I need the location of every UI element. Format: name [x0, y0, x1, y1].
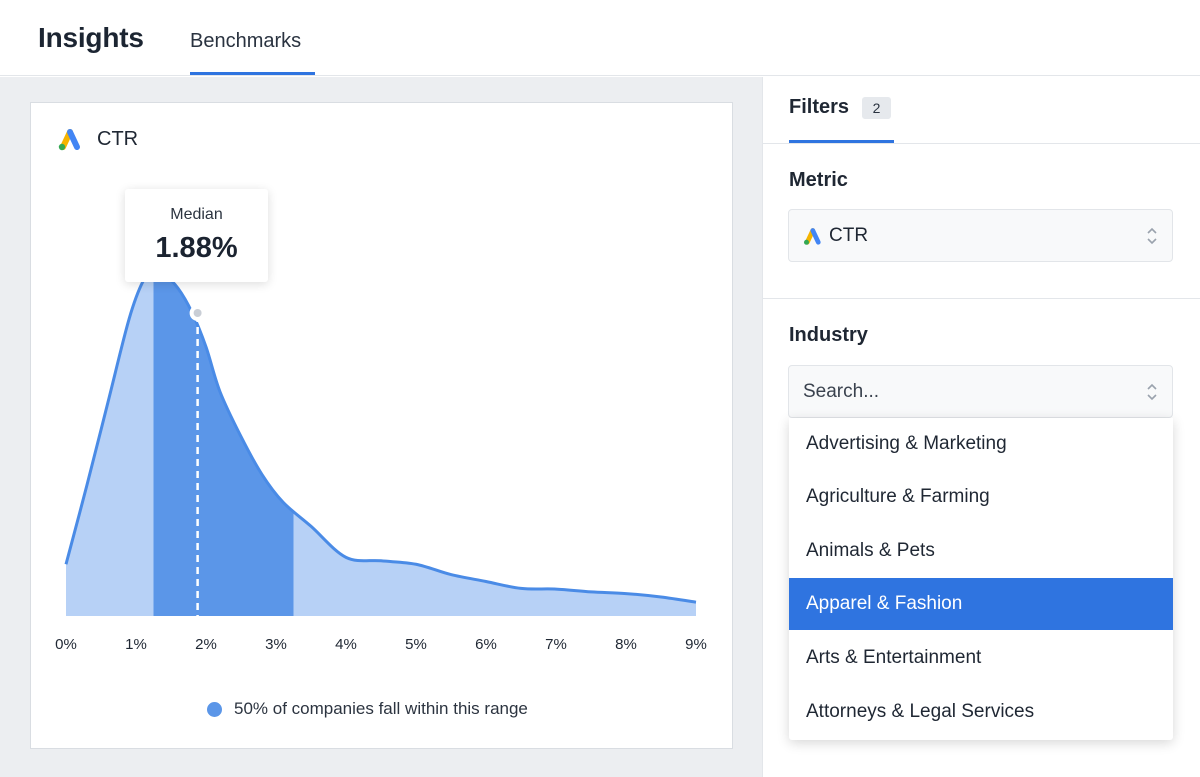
x-tick-label: 2% — [195, 636, 217, 653]
tab-benchmarks[interactable]: Benchmarks — [190, 30, 302, 52]
industry-dropdown: Advertising & Marketing Agriculture & Fa… — [789, 418, 1173, 740]
active-tab-indicator — [190, 72, 315, 75]
industry-search-input[interactable] — [803, 380, 1103, 403]
x-tick-label: 9% — [685, 636, 707, 653]
page-title: Insights — [38, 22, 144, 53]
median-value: 1.88% — [155, 232, 238, 264]
x-tick-label: 8% — [615, 636, 637, 653]
industry-select[interactable] — [788, 365, 1173, 418]
x-tick-label: 0% — [55, 636, 77, 653]
middle-50-percent-area — [153, 270, 294, 616]
filters-tab-indicator — [789, 140, 894, 143]
card-title: CTR — [97, 127, 139, 150]
industry-title: Industry — [789, 324, 868, 346]
filters-count-badge: 2 — [862, 96, 892, 119]
industry-option[interactable]: Advertising & Marketing — [806, 433, 1007, 454]
divider — [763, 298, 1200, 299]
legend-dot-icon — [207, 701, 222, 717]
industry-option[interactable]: Attorneys & Legal Services — [806, 701, 1035, 722]
x-tick-label: 3% — [265, 636, 287, 653]
distribution-line — [64, 269, 697, 604]
median-label: Median — [170, 206, 223, 223]
x-tick-label: 6% — [475, 636, 497, 653]
metric-value: CTR — [829, 224, 869, 246]
x-tick-label: 4% — [335, 636, 357, 653]
select-arrows-icon — [1147, 227, 1157, 245]
divider — [763, 143, 1200, 144]
google-ads-icon — [58, 129, 80, 151]
x-tick-label: 7% — [545, 636, 567, 653]
x-tick-label: 5% — [405, 636, 427, 653]
google-ads-icon — [803, 227, 821, 245]
card-header: CTR — [55, 125, 138, 153]
tab-filters[interactable]: Filters 2 — [789, 96, 892, 119]
median-point-center — [193, 309, 202, 317]
x-tick-label: 1% — [125, 636, 147, 653]
industry-option[interactable]: Arts & Entertainment — [806, 647, 982, 668]
benchmark-card: CTR 0% 1% 2% 3% 4% 5% 6% 7% 8% 9% Median 1.88% 50… — [30, 102, 733, 749]
filters-tab-label: Filters — [789, 96, 850, 118]
median-tooltip: Median 1.88% — [125, 189, 268, 282]
metric-select[interactable]: CTR — [788, 209, 1173, 262]
ctr-distribution-chart: 0% 1% 2% 3% 4% 5% 6% 7% 8% 9% — [55, 269, 707, 653]
metric-title: Metric — [789, 169, 848, 191]
legend-text: 50% of companies fall within this range — [234, 699, 528, 718]
top-bar: Insights Benchmarks — [0, 0, 1200, 76]
filters-panel: Filters 2 Metric CTR Industry Advertisin… — [762, 77, 1200, 777]
industry-option[interactable]: Animals & Pets — [806, 540, 935, 561]
chart-legend: 50% of companies fall within this range — [207, 697, 528, 721]
select-arrows-icon — [1147, 383, 1157, 401]
industry-option[interactable]: Agriculture & Farming — [806, 486, 990, 507]
tooltip-pointer — [188, 281, 207, 291]
industry-option-selected[interactable]: Apparel & Fashion — [789, 578, 1173, 630]
